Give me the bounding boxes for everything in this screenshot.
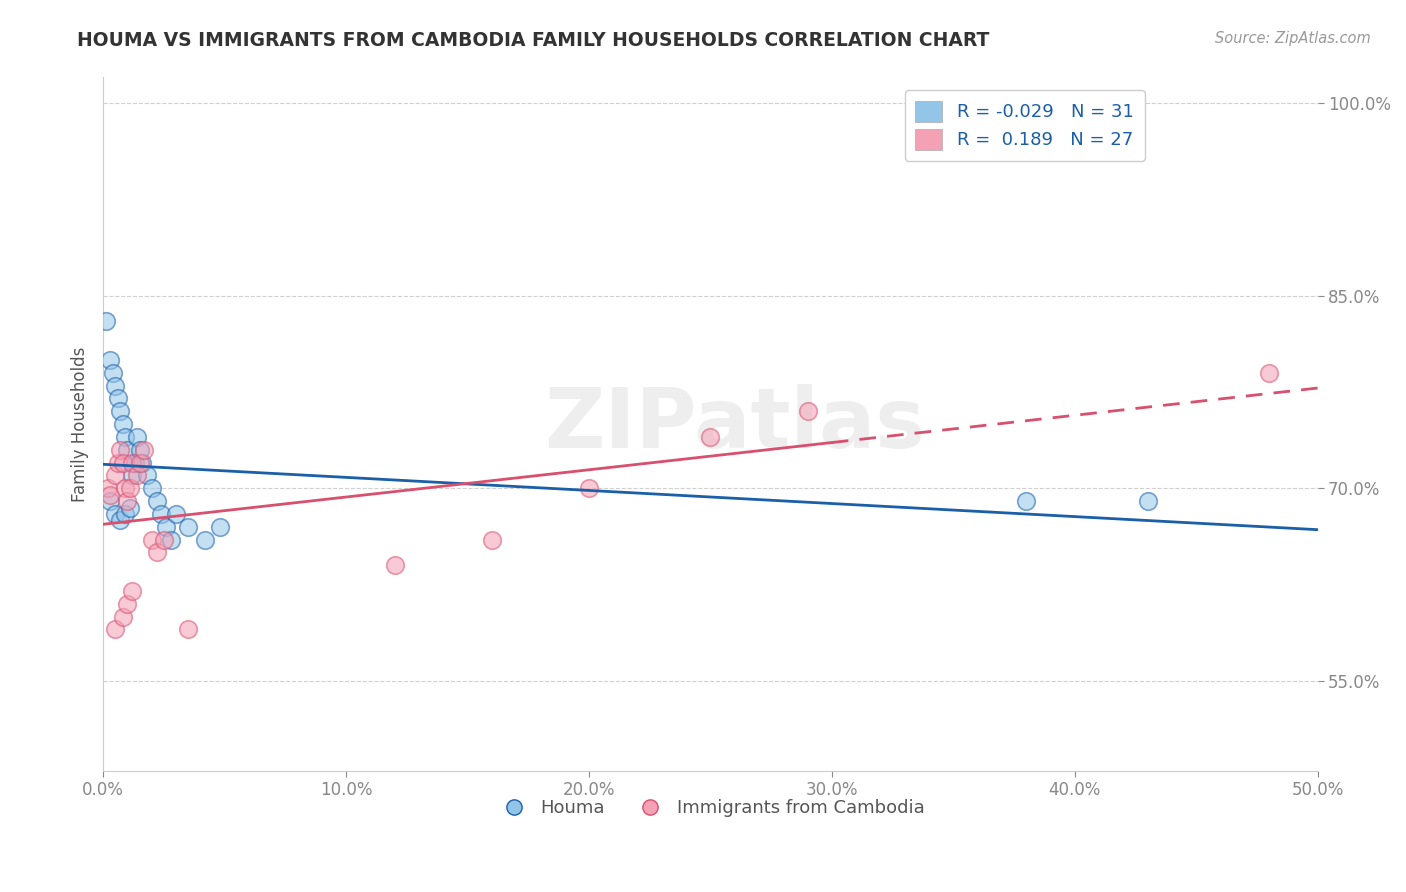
- Legend: Houma, Immigrants from Cambodia: Houma, Immigrants from Cambodia: [488, 791, 932, 824]
- Point: [121, 468, 143, 483]
- Point: [104, 378, 127, 392]
- Point: [177, 623, 200, 637]
- Point: [131, 456, 153, 470]
- Point: [108, 404, 131, 418]
- Text: HOUMA VS IMMIGRANTS FROM CAMBODIA FAMILY HOUSEHOLDS CORRELATION CHART: HOUMA VS IMMIGRANTS FROM CAMBODIA FAMILY…: [77, 31, 990, 50]
- Point: [145, 545, 167, 559]
- Point: [104, 623, 127, 637]
- Point: [114, 430, 136, 444]
- Point: [127, 430, 149, 444]
- Point: [100, 488, 122, 502]
- Point: [100, 352, 122, 367]
- Point: [111, 417, 134, 431]
- Point: [153, 533, 176, 547]
- Point: [128, 456, 150, 470]
- Point: [128, 442, 150, 457]
- Text: Source: ZipAtlas.com: Source: ZipAtlas.com: [1215, 31, 1371, 46]
- Point: [124, 456, 146, 470]
- Point: [481, 533, 503, 547]
- Point: [155, 520, 177, 534]
- Point: [208, 520, 231, 534]
- Point: [127, 468, 149, 483]
- Point: [699, 430, 721, 444]
- Point: [1015, 494, 1038, 508]
- Point: [108, 513, 131, 527]
- Point: [111, 609, 134, 624]
- Point: [134, 442, 156, 457]
- Point: [117, 597, 139, 611]
- Point: [145, 494, 167, 508]
- Point: [1258, 366, 1281, 380]
- Point: [578, 481, 600, 495]
- Point: [108, 442, 131, 457]
- Point: [107, 392, 129, 406]
- Point: [194, 533, 217, 547]
- Point: [121, 456, 143, 470]
- Point: [141, 533, 163, 547]
- Point: [384, 558, 406, 573]
- Point: [101, 366, 124, 380]
- Point: [104, 507, 127, 521]
- Point: [121, 584, 143, 599]
- Point: [177, 520, 200, 534]
- Point: [160, 533, 183, 547]
- Point: [111, 456, 134, 470]
- Point: [97, 481, 120, 495]
- Y-axis label: Family Households: Family Households: [72, 346, 89, 502]
- Point: [165, 507, 187, 521]
- Point: [107, 456, 129, 470]
- Point: [796, 404, 818, 418]
- Point: [118, 481, 141, 495]
- Point: [100, 494, 122, 508]
- Point: [114, 507, 136, 521]
- Point: [114, 481, 136, 495]
- Point: [117, 494, 139, 508]
- Text: ZIPatlas: ZIPatlas: [544, 384, 925, 465]
- Point: [104, 468, 127, 483]
- Point: [117, 442, 139, 457]
- Point: [150, 507, 173, 521]
- Point: [118, 500, 141, 515]
- Point: [1136, 494, 1159, 508]
- Point: [94, 314, 117, 328]
- Point: [141, 481, 163, 495]
- Point: [135, 468, 157, 483]
